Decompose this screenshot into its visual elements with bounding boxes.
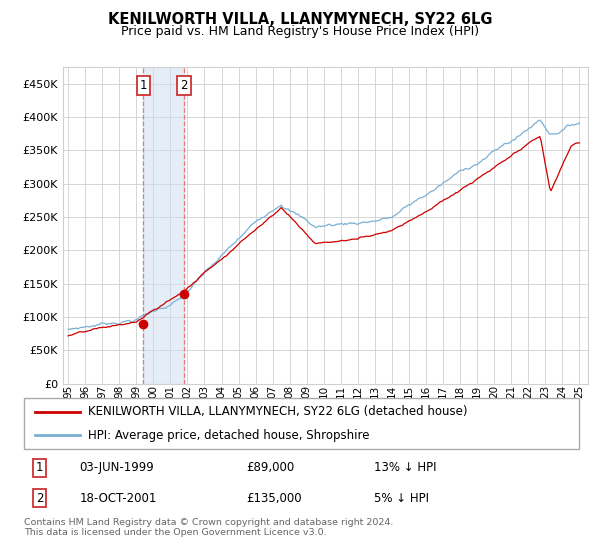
- Text: 2: 2: [180, 80, 188, 92]
- Text: KENILWORTH VILLA, LLANYMYNECH, SY22 6LG (detached house): KENILWORTH VILLA, LLANYMYNECH, SY22 6LG …: [88, 405, 467, 418]
- Text: Price paid vs. HM Land Registry's House Price Index (HPI): Price paid vs. HM Land Registry's House …: [121, 25, 479, 38]
- Text: 13% ↓ HPI: 13% ↓ HPI: [374, 461, 436, 474]
- Text: £89,000: £89,000: [246, 461, 294, 474]
- Text: Contains HM Land Registry data © Crown copyright and database right 2024.
This d: Contains HM Land Registry data © Crown c…: [24, 518, 394, 538]
- Text: 1: 1: [140, 80, 147, 92]
- Text: 5% ↓ HPI: 5% ↓ HPI: [374, 492, 428, 505]
- Text: 2: 2: [36, 492, 43, 505]
- Text: 1: 1: [36, 461, 43, 474]
- Text: £135,000: £135,000: [246, 492, 302, 505]
- Bar: [143, 67, 184, 384]
- Text: KENILWORTH VILLA, LLANYMYNECH, SY22 6LG: KENILWORTH VILLA, LLANYMYNECH, SY22 6LG: [108, 12, 492, 27]
- Text: 03-JUN-1999: 03-JUN-1999: [79, 461, 154, 474]
- Text: HPI: Average price, detached house, Shropshire: HPI: Average price, detached house, Shro…: [88, 429, 370, 442]
- Text: 18-OCT-2001: 18-OCT-2001: [79, 492, 157, 505]
